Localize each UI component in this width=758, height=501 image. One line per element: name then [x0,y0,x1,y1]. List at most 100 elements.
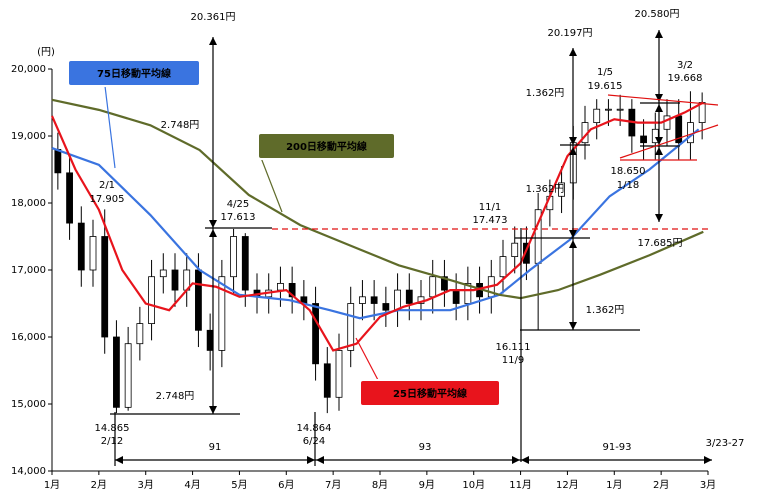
candle-body [464,282,472,304]
arrow-head [655,214,663,222]
candle-body [101,236,109,338]
annotation: 18.650 [611,166,646,177]
legend-box [257,132,396,160]
arrow-head [569,322,577,330]
annotation: 17.473 [473,215,508,226]
annotation: 17.685円 [638,238,683,249]
arrow-head [307,456,315,464]
annotation: 14.864 [297,423,332,434]
x-tick-label: 2月 [91,479,107,491]
x-tick-label: 1月 [44,479,60,491]
x-tick-label: 2月 [653,479,669,491]
y-tick-label: 15,000 [11,399,46,410]
candle-body [441,276,448,291]
candle-body [558,182,565,197]
arrow-head [209,406,217,414]
y-unit: (円) [37,47,55,58]
candle-body [195,269,202,331]
arrow-head [704,456,712,464]
candle-body [124,343,132,408]
candle-body [241,236,249,291]
candle-body [687,122,694,144]
candle-body [148,276,155,325]
ma-line [51,128,700,320]
annotation: 17.613 [221,212,256,223]
y-tick-label: 14,000 [11,466,46,477]
annotation: 19.668 [668,73,703,84]
candle-body [54,148,62,174]
x-tick-label: 8月 [372,479,388,491]
candle-body [511,242,519,257]
ma-line [50,101,704,352]
annotation: 14.865 [95,423,130,434]
annotation: 91-93 [602,442,631,453]
x-tick-label: 12月 [556,479,579,491]
x-tick-label: 9月 [419,479,435,491]
x-tick-label: 1月 [606,479,622,491]
candle-body [230,236,237,278]
legend-box [359,379,501,407]
annotation: 2.748円 [161,120,200,131]
candle-body [405,289,413,304]
candle-body [277,282,284,291]
annotation: 1/18 [617,180,639,191]
annotation: 6/24 [303,436,325,447]
arrow-head [655,94,663,102]
candle-body [288,282,296,298]
legend-label: 200日移動平均線 [286,140,367,153]
candle-body [616,108,624,111]
legend-label: 25日移動平均線 [393,387,467,400]
candle-body [382,303,390,311]
arrow-head [569,137,577,145]
arrow-head [655,104,663,112]
annotation: 20.361円 [191,12,236,23]
y-tick-label: 20,000 [11,64,46,75]
candle-body [452,289,460,304]
candle-body [394,289,401,311]
annotation: 11/9 [502,355,524,366]
y-tick-label: 16,000 [11,332,46,343]
candle-body [171,269,179,291]
ma-line [51,98,704,300]
candle-body [89,236,97,271]
candle-body [698,102,706,124]
arrow-head [569,240,577,248]
annotation: 3/23-27 [706,438,745,449]
arrow-head [569,48,577,56]
x-tick-label: 3月 [700,479,716,491]
candle-body [347,303,355,351]
legend-pointer [257,149,283,213]
legend-box [67,59,201,87]
x-tick-label: 3月 [138,479,154,491]
legend-pointer [355,337,379,381]
annotation: 1.362円 [526,184,565,195]
annotation: 17.905 [90,194,125,205]
annotation: 1.362円 [586,305,625,316]
candle-body [323,363,331,398]
x-tick-label: 6月 [278,479,294,491]
annotation: 91 [209,442,222,453]
candle-body [651,128,659,144]
candle-body [77,222,85,271]
annotation-line [619,124,719,159]
y-tick-label: 18,000 [11,198,46,209]
candle-body [640,135,647,144]
candle-body [605,108,612,111]
annotation: 1/5 [597,67,613,78]
candle-body [218,276,226,351]
candle-body [663,115,671,130]
arrow-head [569,230,577,238]
candle-body [523,242,530,264]
arrow-head [316,456,324,464]
arrow-head [569,147,577,155]
arrow-head [655,30,663,38]
candle-body [499,256,507,278]
annotation: 19.615 [588,81,623,92]
arrow-head [209,37,217,45]
candle-body [206,329,214,351]
annotation: 20.580円 [635,9,680,20]
x-tick-label: 5月 [231,479,247,491]
candle-body [359,296,366,304]
